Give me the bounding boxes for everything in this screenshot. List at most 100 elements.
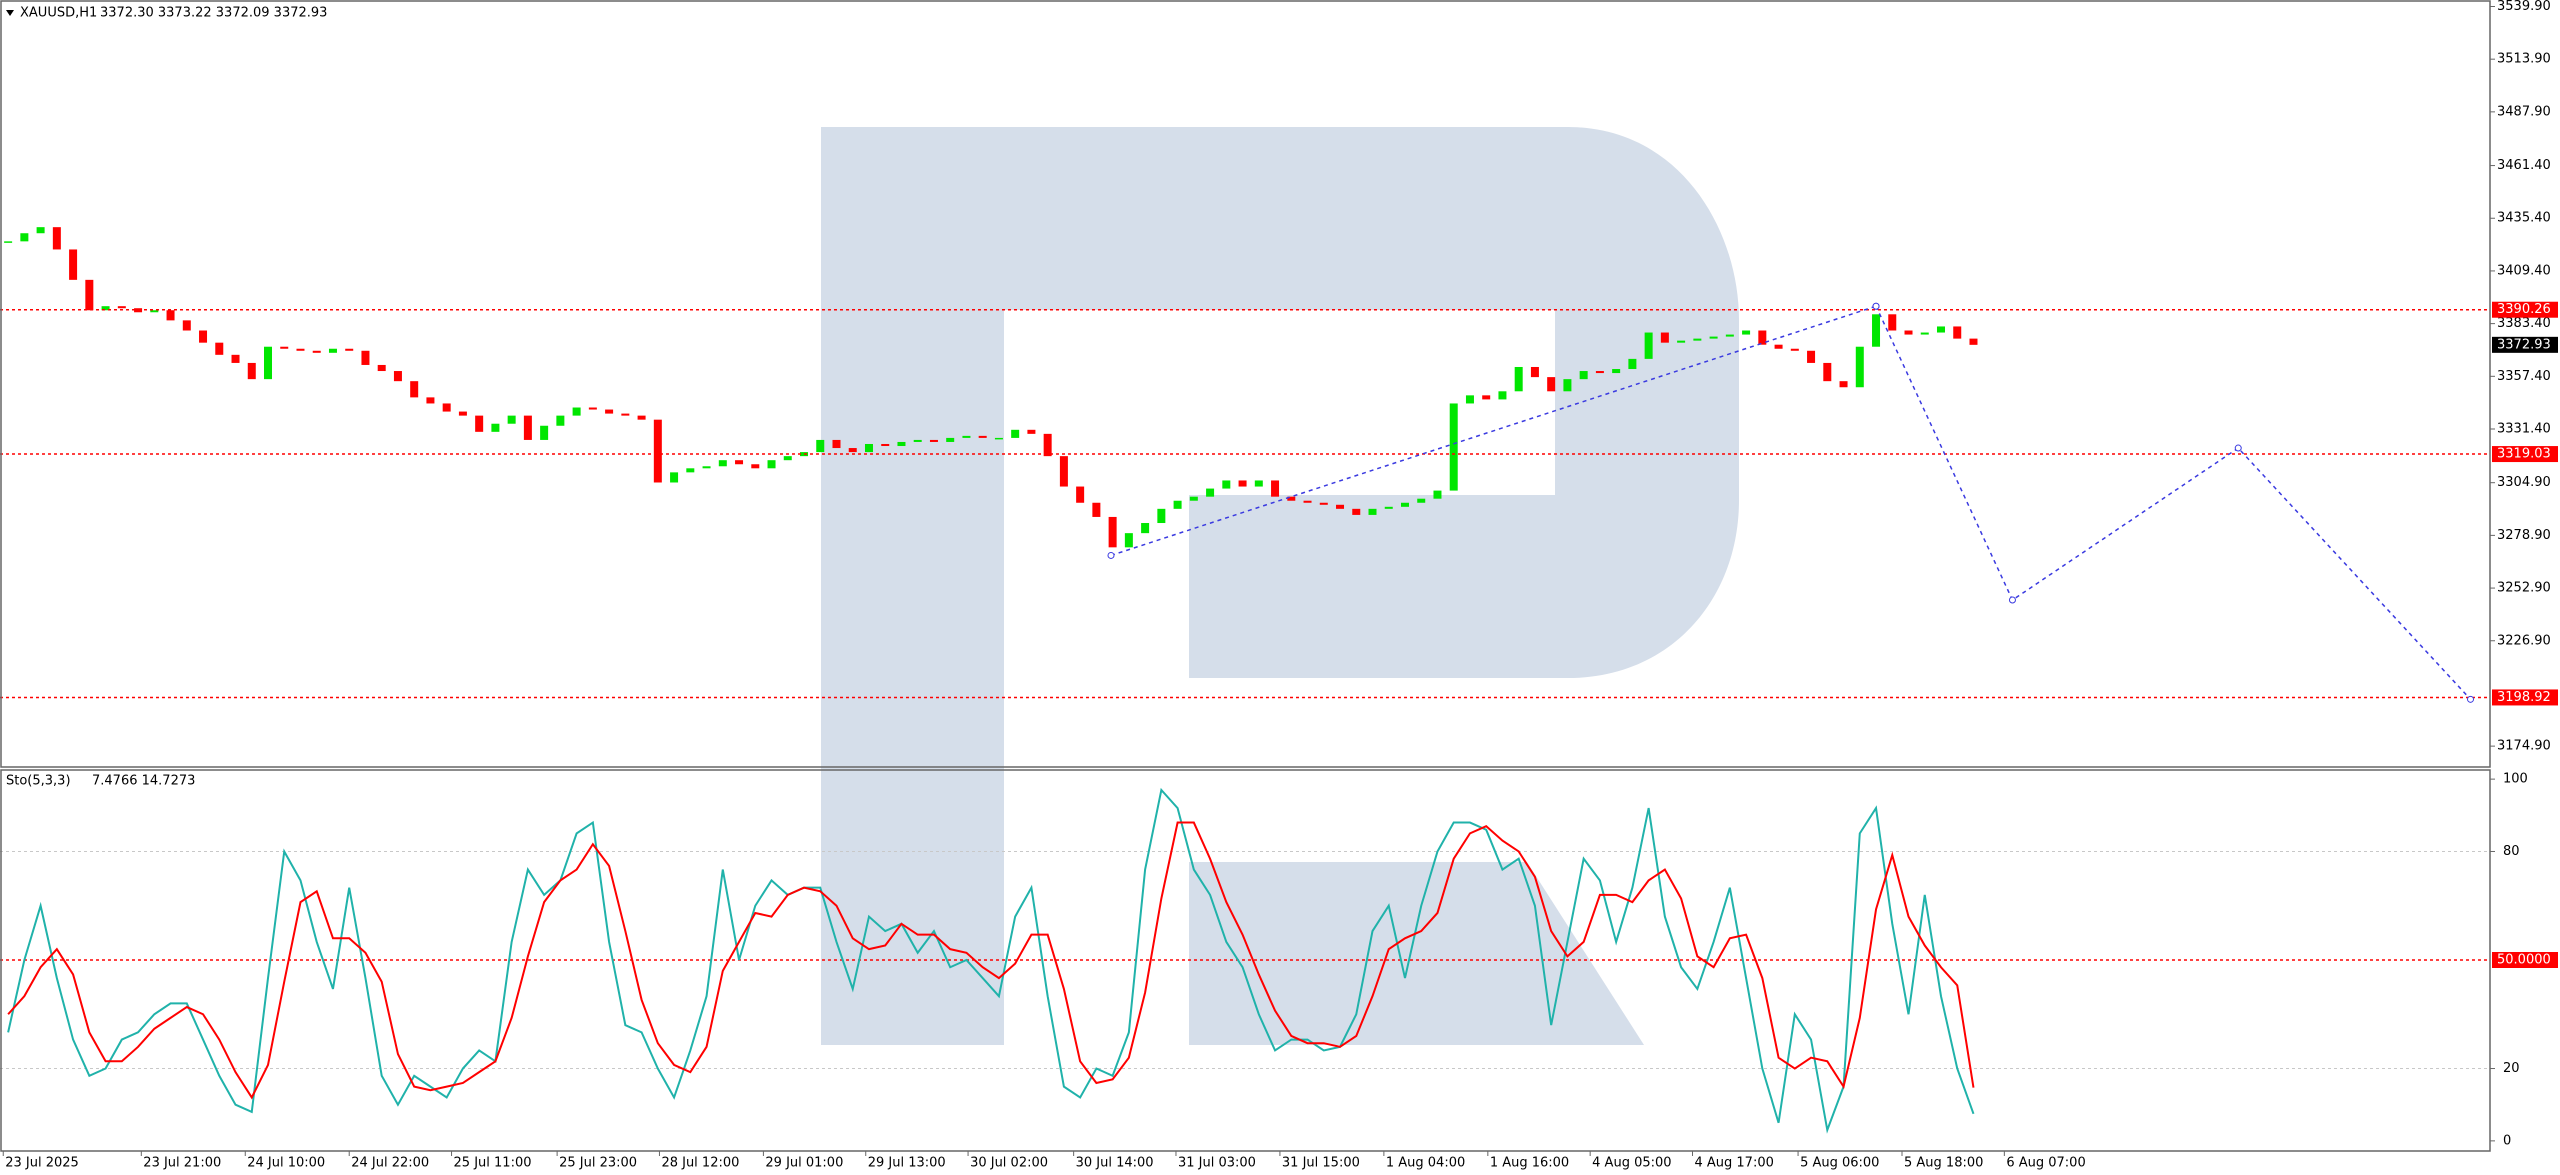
candle (410, 381, 419, 398)
level-label-box (2492, 689, 2558, 706)
candle (20, 233, 29, 242)
y-tick-label: 3435.40 (2497, 211, 2551, 226)
candle (1774, 344, 1783, 349)
y-tick-label: 100 (2503, 772, 2528, 787)
candle (1271, 480, 1280, 497)
candle (1254, 480, 1263, 487)
candle (1449, 403, 1458, 491)
level-label: 3319.03 (2497, 447, 2551, 462)
candle (783, 456, 792, 461)
candle (1157, 508, 1166, 524)
x-tick-label: 24 Jul 22:00 (351, 1156, 429, 1171)
candle (978, 435, 987, 438)
x-tick-label: 30 Jul 14:00 (1076, 1156, 1154, 1171)
candle (1823, 362, 1832, 382)
menu-arrow[interactable] (6, 10, 14, 16)
candle (1677, 340, 1686, 343)
candle (848, 448, 857, 453)
candle (1530, 366, 1539, 378)
stoch-panel-frame (0, 769, 2491, 1152)
candle (199, 330, 208, 343)
candle (1514, 366, 1523, 392)
last-price-box (2492, 336, 2558, 353)
candle (361, 350, 370, 365)
candle (686, 468, 695, 473)
candle (1563, 379, 1572, 392)
candle (718, 460, 727, 467)
x-tick-label: 31 Jul 03:00 (1178, 1156, 1256, 1171)
candle (832, 439, 841, 449)
candle (1709, 336, 1718, 339)
forecast-point (2008, 596, 2016, 604)
x-tick-label: 29 Jul 01:00 (765, 1156, 843, 1171)
candle (117, 306, 126, 309)
y-tick-label: 3383.40 (2497, 316, 2551, 331)
stoch-values: 7.4766 14.7273 (92, 774, 195, 789)
candle (150, 310, 159, 313)
candle (393, 371, 402, 382)
candle (1498, 391, 1507, 400)
candle (312, 350, 321, 353)
candle (52, 227, 61, 250)
stoch-line (7, 787, 1975, 1134)
forecast-point (2467, 695, 2475, 703)
candle (1644, 332, 1653, 359)
candle (1352, 508, 1361, 515)
candle (1206, 488, 1215, 497)
candle (182, 320, 191, 331)
candle (621, 413, 630, 416)
candle (280, 346, 289, 349)
candle (881, 443, 890, 447)
candle (1547, 377, 1556, 392)
candle (1303, 500, 1312, 503)
watermark-leg (1189, 862, 1644, 1045)
x-tick-label: 1 Aug 04:00 (1386, 1156, 1465, 1171)
stoch-title: Sto(5,3,3) (6, 774, 71, 789)
candle (1368, 508, 1377, 515)
candle (751, 464, 760, 469)
candle (426, 397, 435, 404)
candle (670, 472, 679, 483)
candle (767, 460, 776, 469)
candle (1595, 371, 1604, 374)
level-label-box (2492, 301, 2558, 318)
y-tick-label: 80 (2503, 844, 2520, 859)
candle (231, 354, 240, 363)
candle (962, 435, 971, 438)
level-label: 50.0000 (2497, 953, 2551, 968)
candle (85, 279, 94, 311)
level-label: 3198.92 (2497, 690, 2551, 705)
last-price-label: 3372.93 (2497, 337, 2551, 352)
candle (377, 364, 386, 372)
candle (1693, 338, 1702, 341)
x-tick-label: 25 Jul 23:00 (559, 1156, 637, 1171)
level-label: 3390.26 (2497, 302, 2551, 317)
candle (994, 437, 1003, 440)
y-tick-label: 3357.40 (2497, 369, 2551, 384)
candle (1725, 334, 1734, 337)
candle (166, 310, 175, 321)
watermark-bar (821, 127, 1004, 1045)
candle (1287, 496, 1296, 501)
x-tick-label: 23 Jul 2025 (5, 1156, 79, 1171)
candle (101, 306, 110, 311)
x-tick-label: 4 Aug 05:00 (1592, 1156, 1671, 1171)
candle (1660, 332, 1669, 343)
candle (929, 439, 938, 442)
level-label-box (2492, 952, 2558, 968)
candle (1011, 429, 1020, 438)
x-tick-label: 5 Aug 18:00 (1904, 1156, 1983, 1171)
y-tick-label: 3278.90 (2497, 528, 2551, 543)
y-tick-label: 3513.90 (2497, 52, 2551, 67)
watermark-bowl (1004, 127, 1739, 678)
candle (458, 411, 467, 416)
candle (637, 415, 646, 420)
candle (1465, 395, 1474, 404)
ohlc-values: 3372.30 3373.22 3372.09 3372.93 (100, 6, 327, 21)
x-tick-label: 4 Aug 17:00 (1694, 1156, 1773, 1171)
x-tick-label: 30 Jul 02:00 (970, 1156, 1048, 1171)
candle (1936, 326, 1945, 333)
candle (1920, 332, 1929, 335)
candle (215, 342, 224, 355)
y-tick-label: 20 (2503, 1061, 2520, 1076)
